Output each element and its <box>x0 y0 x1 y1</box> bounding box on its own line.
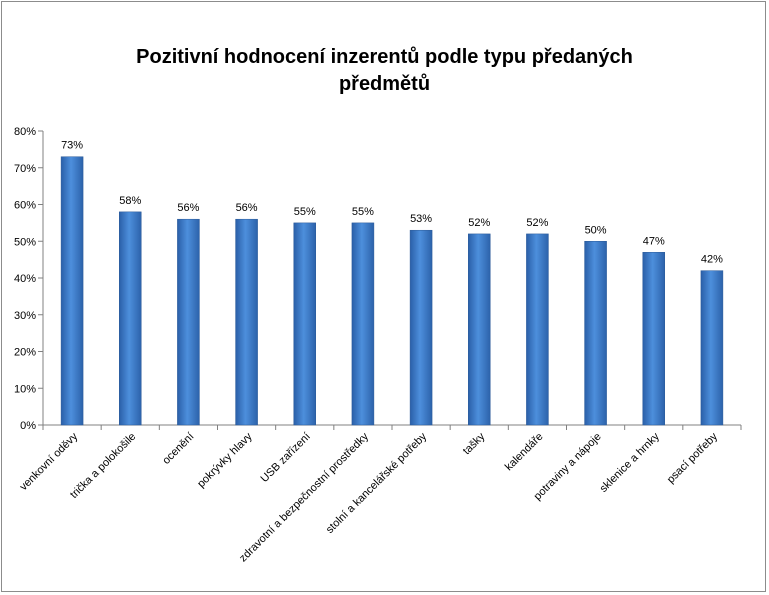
y-tick-label: 30% <box>14 310 36 322</box>
bar <box>468 233 491 426</box>
y-tick-label: 70% <box>14 163 36 175</box>
bar <box>293 222 316 426</box>
bar <box>409 229 433 426</box>
y-tick-label: 20% <box>14 347 36 359</box>
data-label: 47% <box>643 235 665 247</box>
y-tick-label: 40% <box>14 273 36 285</box>
x-tick-label: sklenice a hrnky <box>598 430 663 495</box>
x-tick-label: venkovní oděvy <box>18 430 81 493</box>
x-tick-label: stolní a kancelářské potřeby <box>324 430 430 536</box>
x-tick-label: ocenění <box>160 431 196 467</box>
bar <box>700 270 724 426</box>
bar <box>60 156 84 426</box>
bar <box>119 211 142 426</box>
y-tick-label: 0% <box>20 420 36 432</box>
data-label: 50% <box>585 224 607 236</box>
bar <box>235 218 258 426</box>
bar <box>642 252 665 426</box>
y-tick-label: 10% <box>14 383 36 395</box>
x-tick-label: USB zařízení <box>259 431 313 485</box>
data-label: 55% <box>294 206 316 218</box>
data-label: 73% <box>61 140 83 152</box>
x-tick-label: trička a polokošile <box>68 431 138 501</box>
x-tick-label: psací potřeby <box>665 430 721 486</box>
data-label: 52% <box>526 217 548 229</box>
data-label: 56% <box>177 202 199 214</box>
chart-bars <box>60 156 724 426</box>
chart-title: Pozitivní hodnocení inzerentů podle typu… <box>0 44 769 98</box>
chart-axes: 0% 10% 20% 30% 40% 50% 60% 70% 80% <box>14 126 742 432</box>
bar <box>351 222 375 426</box>
y-tick-label: 50% <box>14 236 36 248</box>
data-label: 53% <box>410 213 432 225</box>
x-tick-label: tašky <box>461 430 488 457</box>
data-label: 42% <box>701 254 723 266</box>
data-label: 55% <box>352 206 374 218</box>
bar <box>526 233 549 426</box>
chart-title-line-2: předmětů <box>338 73 431 95</box>
y-tick-label: 60% <box>14 200 36 212</box>
data-label: 52% <box>468 217 490 229</box>
chart-title-line-1: Pozitivní hodnocení inzerentů podle typu… <box>136 46 633 68</box>
bar <box>177 218 200 426</box>
data-label: 56% <box>236 202 258 214</box>
bar <box>584 241 607 426</box>
data-label: 58% <box>119 195 141 207</box>
y-tick-label: 80% <box>14 126 36 138</box>
x-tick-label: zdravotní a bezpečnostní prostředky <box>237 430 371 564</box>
x-tick-label: kalendáře <box>503 431 546 474</box>
x-tick-label: pokrývky hlavy <box>195 430 255 490</box>
